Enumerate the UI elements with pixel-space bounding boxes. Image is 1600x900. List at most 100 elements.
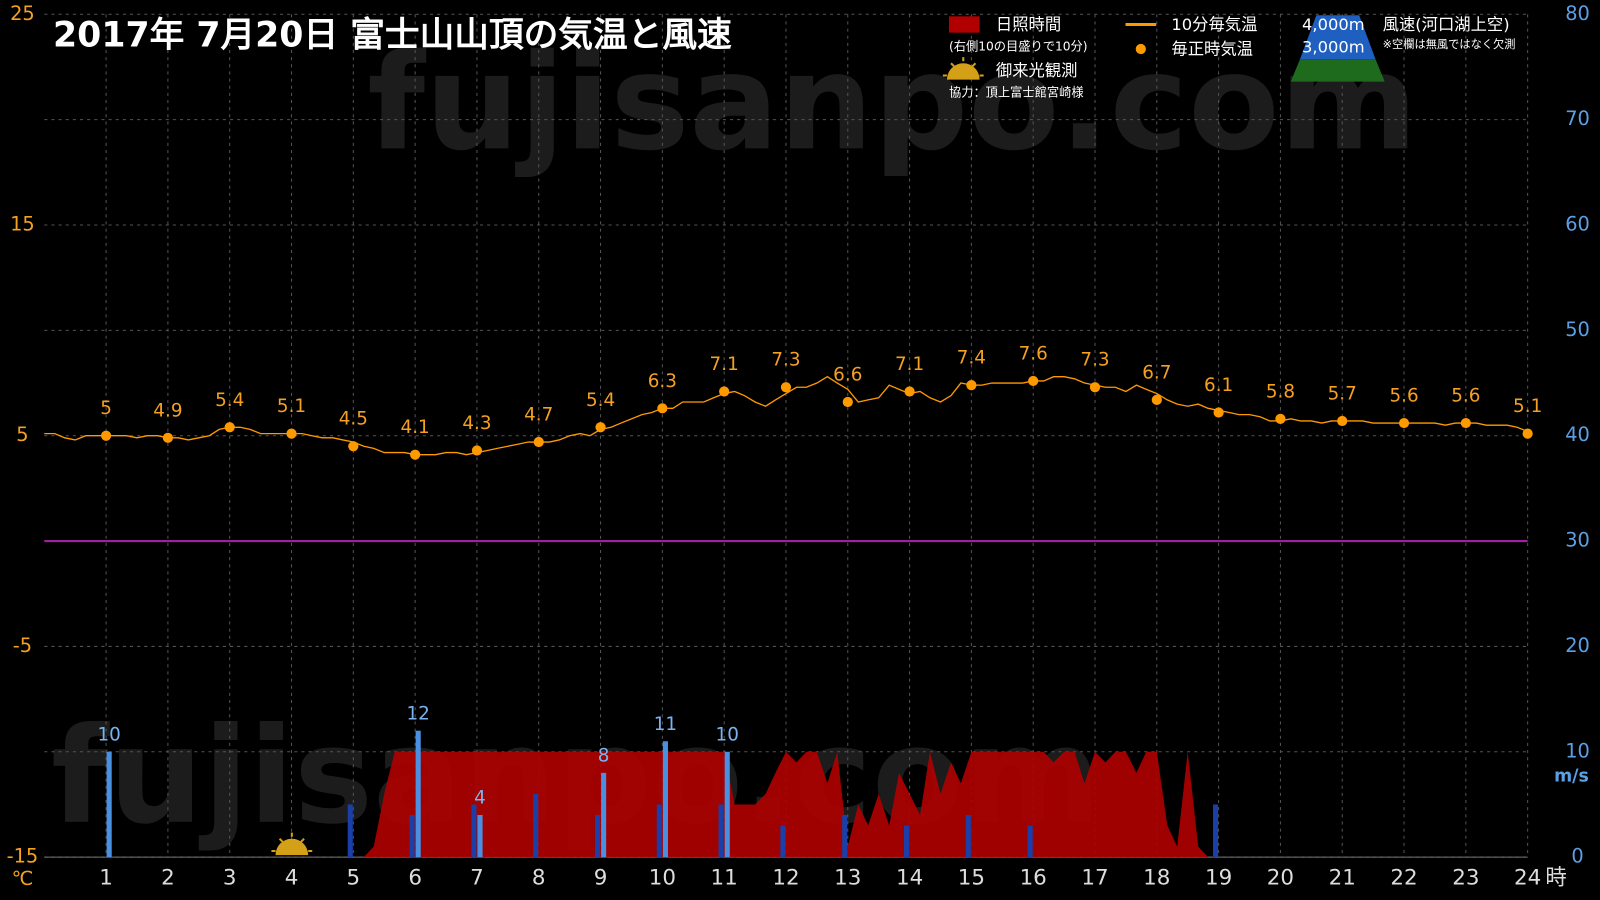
legend-swatch bbox=[1135, 43, 1146, 55]
temp-point bbox=[224, 422, 235, 433]
wind-bar bbox=[415, 730, 421, 858]
value-label: 6.6 bbox=[833, 364, 862, 385]
y2-tick-label: 70 bbox=[1565, 107, 1590, 130]
temp-point bbox=[162, 432, 174, 443]
wind-bar bbox=[409, 815, 415, 858]
wind-bar bbox=[1213, 804, 1219, 858]
x-tick-label: 11 bbox=[711, 866, 738, 891]
value-label: 5 bbox=[100, 398, 112, 419]
wind-bar bbox=[601, 772, 607, 858]
value-label: 4.5 bbox=[339, 409, 368, 430]
legend-label: 御来光観測 bbox=[996, 61, 1078, 80]
wind-bar bbox=[718, 804, 724, 858]
temp-point bbox=[1460, 417, 1471, 429]
x-tick-label: 13 bbox=[834, 866, 861, 891]
legend-note: ※空欄は無風ではなく欠測 bbox=[1383, 37, 1516, 51]
value-label: 12 bbox=[407, 703, 430, 724]
legend-label: 4,000m bbox=[1302, 15, 1365, 34]
value-label: 6.7 bbox=[1142, 362, 1171, 383]
wind-bar bbox=[471, 804, 477, 858]
value-label: 5.7 bbox=[1328, 383, 1357, 404]
value-label: 4.3 bbox=[462, 413, 491, 434]
x-tick-label: 1 bbox=[99, 866, 113, 891]
value-label: 11 bbox=[654, 714, 677, 735]
wind-bar bbox=[533, 793, 539, 858]
temp-point bbox=[1213, 407, 1224, 418]
value-label: 7.4 bbox=[957, 348, 986, 369]
sunrise-marker bbox=[271, 832, 313, 856]
temp-point bbox=[1028, 375, 1039, 387]
y2-tick-label: 10 bbox=[1565, 739, 1590, 762]
value-label: 6.1 bbox=[1204, 375, 1233, 396]
legend-note: (右側10の目盛りで10分) bbox=[949, 38, 1088, 53]
y2-unit: m/s bbox=[1554, 766, 1589, 786]
x-tick-label: 9 bbox=[594, 866, 608, 891]
sunshine-area bbox=[44, 751, 1528, 858]
wind-bar bbox=[1027, 825, 1033, 858]
x-tick-label: 22 bbox=[1390, 866, 1417, 891]
x-tick-label: 5 bbox=[347, 866, 361, 891]
y-tick-label: -5 bbox=[13, 634, 32, 657]
y2-tick-label: 50 bbox=[1565, 318, 1590, 341]
wind-bar bbox=[780, 825, 786, 858]
legend-label: 10分毎気温 bbox=[1171, 15, 1257, 34]
temp-point bbox=[657, 403, 668, 414]
temp-point bbox=[842, 396, 853, 408]
value-label: 5.8 bbox=[1266, 381, 1295, 402]
legend-label: 毎正時気温 bbox=[1171, 40, 1253, 59]
temp-point bbox=[780, 382, 792, 393]
temp-point bbox=[1337, 415, 1348, 427]
temp-point bbox=[348, 441, 359, 452]
temp-point bbox=[1522, 428, 1533, 439]
y2-tick-label: 0 bbox=[1571, 845, 1583, 868]
legend-swatch bbox=[948, 16, 980, 33]
chart-title: 2017年 7月20日 富士山山頂の気温と風速 bbox=[53, 15, 732, 56]
wind-bar bbox=[477, 815, 483, 858]
x-tick-label: 3 bbox=[223, 866, 237, 891]
x-tick-label: 2 bbox=[161, 866, 175, 891]
legend-label: 風速(河口湖上空) bbox=[1383, 15, 1510, 34]
value-label: 5.1 bbox=[277, 396, 306, 417]
wind-bar bbox=[724, 751, 730, 858]
legend-label: 日照時間 bbox=[996, 15, 1061, 34]
temp-point bbox=[1089, 382, 1101, 393]
value-label: 4.1 bbox=[401, 417, 430, 438]
mountain-icon bbox=[1300, 15, 1376, 60]
wind-bar bbox=[842, 815, 848, 858]
wind-bar bbox=[656, 804, 662, 858]
temp-point bbox=[410, 449, 421, 460]
temp-point bbox=[471, 445, 483, 456]
wind-bar bbox=[347, 804, 353, 858]
y-tick-label: 25 bbox=[10, 2, 35, 25]
y-unit: ℃ bbox=[12, 867, 34, 890]
x-tick-label: 6 bbox=[408, 866, 422, 891]
value-label: 5.4 bbox=[215, 390, 244, 411]
watermark: fujisanpo.com bbox=[367, 26, 1417, 180]
value-label: 7.1 bbox=[895, 354, 924, 375]
x-tick-label: 24 bbox=[1514, 866, 1541, 891]
x-tick-label: 10 bbox=[649, 866, 676, 891]
x-tick-label: 18 bbox=[1143, 866, 1170, 891]
wind-bar bbox=[662, 741, 668, 858]
x-tick-label: 23 bbox=[1452, 866, 1479, 891]
value-label: 10 bbox=[97, 724, 120, 745]
value-label: 4 bbox=[474, 788, 486, 809]
x-tick-label: 7 bbox=[470, 866, 484, 891]
mountain-icon bbox=[1290, 59, 1385, 82]
credit: 協力：頂上富士館宮崎様 bbox=[949, 84, 1084, 99]
y2-tick-label: 20 bbox=[1565, 634, 1590, 657]
wind-bar bbox=[106, 751, 112, 858]
y2-tick-label: 80 bbox=[1565, 2, 1590, 25]
temp-point bbox=[719, 386, 730, 397]
x-tick-label: 19 bbox=[1205, 866, 1232, 891]
temp-point bbox=[1275, 413, 1286, 424]
temp-point bbox=[286, 428, 297, 439]
legend-label: 3,000m bbox=[1302, 37, 1365, 56]
temp-point bbox=[533, 436, 544, 448]
wind-bar bbox=[594, 815, 601, 858]
value-label: 8 bbox=[598, 746, 610, 767]
value-label: 5.4 bbox=[586, 390, 615, 411]
